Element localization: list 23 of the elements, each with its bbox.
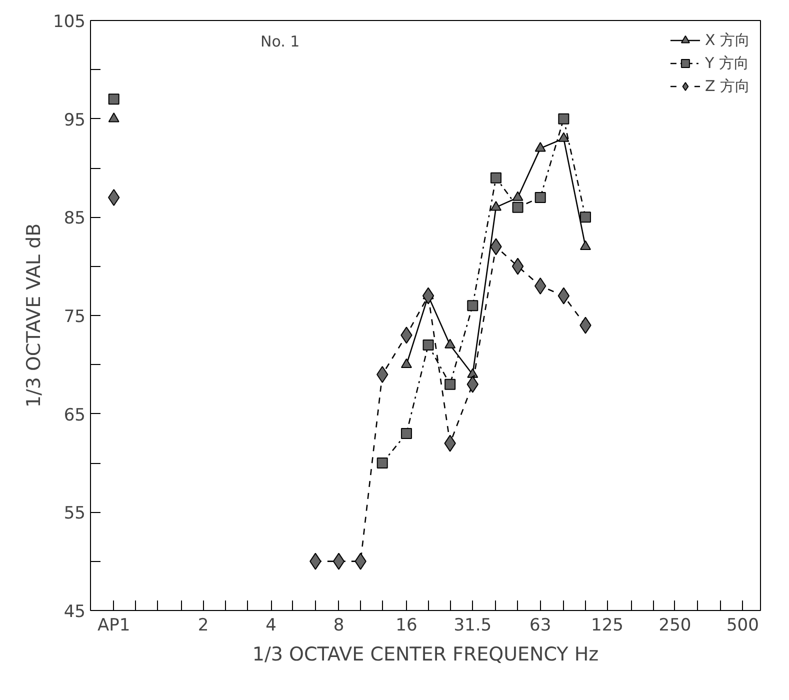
y-tick-label: 95 <box>64 110 86 130</box>
x-tick-label: 4 <box>266 616 276 636</box>
annotation: No. 1 <box>260 32 300 50</box>
x-tick-label: 500 <box>726 616 759 636</box>
x-tick-label: 63 <box>530 616 552 636</box>
y-tick-label: 105 <box>53 12 86 32</box>
y-tick-label: 45 <box>64 602 86 622</box>
y-tick-label: 75 <box>64 307 86 327</box>
y-tick-label: 85 <box>64 208 86 229</box>
y-tick-label: 55 <box>64 504 86 524</box>
x-tick-label: 8 <box>333 616 344 636</box>
y-axis-title: 1/3 OCTAVE VAL dB <box>23 223 46 408</box>
x-tick-label: 16 <box>396 616 418 636</box>
x-tick-label: 250 <box>658 616 692 636</box>
x-tick-label: AP1 <box>97 616 130 636</box>
x-axis-title: 1/3 OCTAVE CENTER FREQUENCY Hz <box>252 644 599 666</box>
x-tick-label: 2 <box>198 616 209 636</box>
legend-label: Z 方向 <box>704 76 750 96</box>
legend-label: X 方向 <box>704 30 750 50</box>
legend-label: Y 方向 <box>704 54 749 72</box>
x-tick-label: 31.5 <box>454 616 492 636</box>
y-tick-label: 65 <box>64 405 86 426</box>
x-tick-label: 125 <box>591 616 624 636</box>
